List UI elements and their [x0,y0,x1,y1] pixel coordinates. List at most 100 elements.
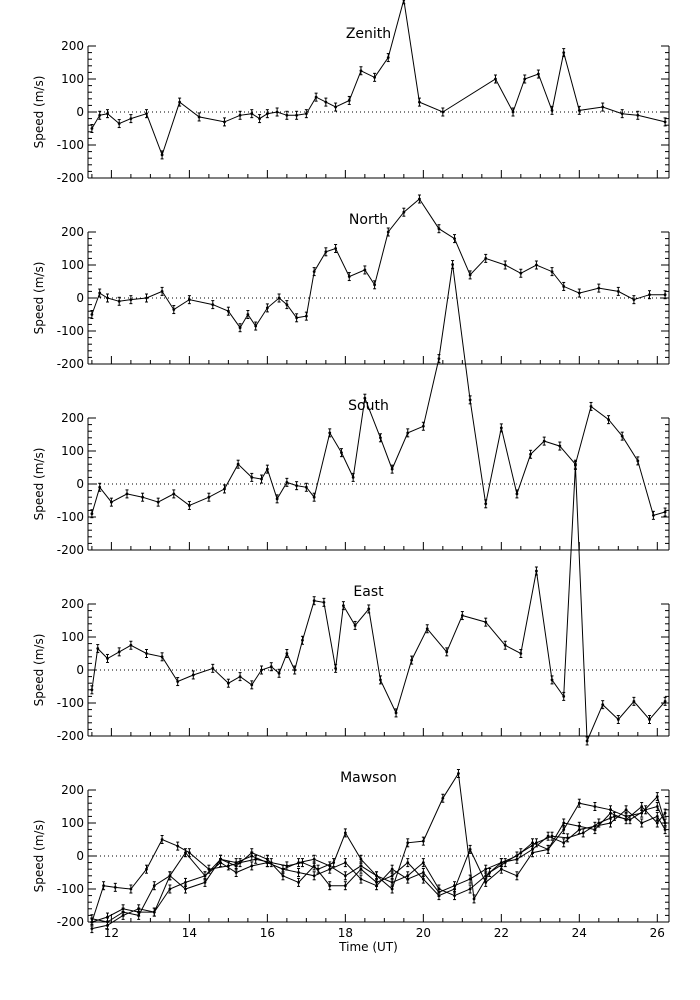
data-point [265,467,269,471]
data-point [117,650,121,654]
data-point [484,867,488,871]
data-point [328,884,332,888]
data-point [246,313,250,316]
data-point [187,851,191,855]
data-point [285,113,289,117]
data-point [160,290,164,293]
data-point [269,665,273,669]
panel-mawson: 200 100 0 -100 -200 Mawson Speed (m/s) 12 14 16 18… [32,769,670,954]
y-tick-label: 0 [76,105,84,119]
data-point [250,864,254,868]
data-point [359,857,363,861]
data-point [304,485,308,489]
data-point [312,874,316,878]
data-point [460,614,464,617]
data-point [156,500,160,504]
data-point [418,197,421,201]
data-point [238,113,242,117]
data-point [390,874,394,878]
data-point [558,444,562,448]
data-point [379,436,382,440]
data-point [589,405,593,408]
series-line [91,0,666,157]
data-point [281,867,285,871]
data-point [616,718,620,721]
data-point [109,500,113,504]
data-point [468,887,472,891]
x-axis-label: Time (UT) [338,940,398,954]
data-point [301,638,304,642]
y-tick-label: -200 [57,357,84,371]
data-point [285,480,289,484]
data-point [601,703,605,707]
data-point [184,887,187,891]
data-point [234,864,238,868]
data-point [367,607,371,611]
data-point [394,711,398,715]
y-axis-label: Speed (m/s) [32,820,46,893]
data-point [342,604,345,608]
y-tick-label: -200 [57,543,84,557]
y-tick-label: -100 [57,324,84,338]
data-point [503,263,507,267]
data-point [406,431,410,435]
data-point [265,857,269,861]
y-tick-label: 100 [61,444,84,458]
data-point [347,99,351,102]
data-point [562,821,566,825]
data-point [648,718,651,721]
data-point [295,316,299,320]
data-point [663,699,667,703]
data-point [421,877,425,881]
data-point [295,113,299,117]
data-point [457,772,460,775]
series-group [90,194,667,333]
data-point [531,841,534,845]
series-line [91,809,666,930]
y-tick-label: 0 [76,291,84,305]
data-point [334,247,338,250]
data-point [624,818,628,822]
data-point [453,894,456,897]
data-point [160,153,164,157]
data-point [484,257,488,260]
data-point [410,658,414,662]
data-point [275,110,279,114]
data-point [129,117,133,120]
x-tick-label: 26 [650,926,665,940]
data-point [535,569,538,573]
data-point [176,680,180,683]
data-point [628,818,632,822]
data-point [90,688,94,692]
data-point [515,857,519,861]
data-point [640,811,644,815]
data-point [529,452,532,456]
data-point [211,303,215,306]
data-point [379,678,382,682]
data-point [609,811,612,815]
data-point [168,887,172,891]
y-tick-label: 200 [61,225,84,239]
data-point [468,848,472,851]
y-tick-label: 0 [76,477,84,491]
data-point [334,666,338,670]
data-point [406,861,410,864]
data-point [616,290,620,293]
data-point [90,512,94,516]
y-tick-label: 200 [61,783,84,797]
data-point [297,881,300,884]
data-point [234,871,238,874]
data-point [437,227,441,231]
data-point [343,831,347,835]
data-point [484,620,488,624]
data-point [640,821,644,825]
data-point [250,476,254,479]
data-point [663,811,667,815]
data-point [577,108,581,112]
data-point [519,652,523,655]
data-point [324,100,328,104]
data-point [145,867,148,871]
data-point [238,326,242,330]
data-point [484,881,488,884]
data-point [359,867,363,871]
